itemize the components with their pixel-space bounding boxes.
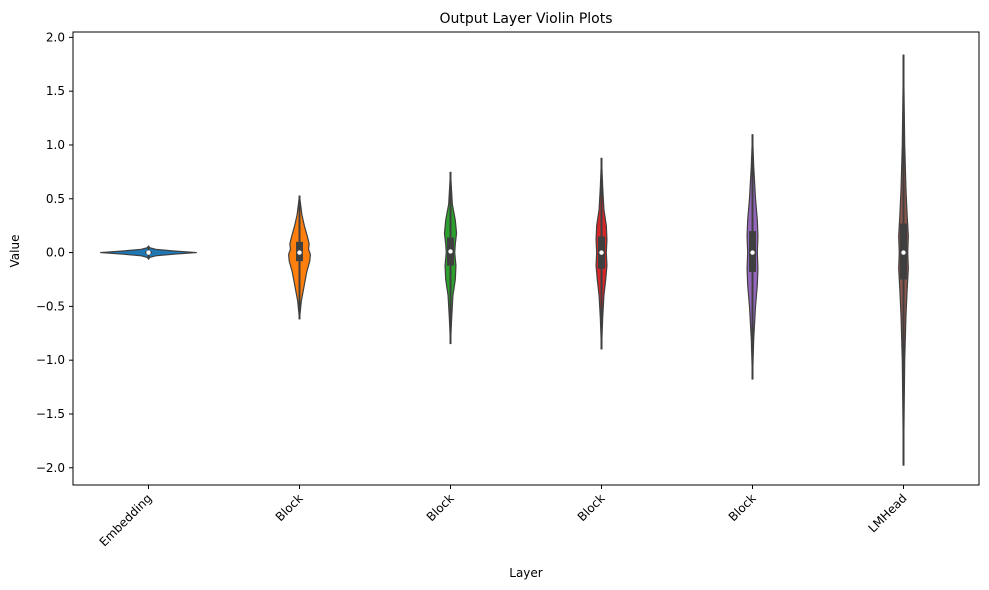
y-tick-label: 0.0 [46, 246, 65, 260]
y-tick-label: −2.0 [36, 461, 65, 475]
chart-title: Output Layer Violin Plots [439, 11, 612, 27]
y-tick-label: 0.5 [46, 192, 65, 206]
violin-4 [595, 157, 608, 350]
violin-6 [898, 54, 909, 466]
axes-frame [72, 31, 980, 486]
violin-median [297, 250, 302, 255]
y-tick-label: 1.5 [46, 84, 65, 98]
violin-median [448, 249, 453, 254]
violin-1 [100, 245, 197, 261]
violin-3 [443, 171, 458, 345]
violins [100, 54, 909, 466]
y-tick-label: −1.0 [36, 353, 65, 367]
y-tick-label: −0.5 [36, 299, 65, 313]
violin-2 [288, 195, 311, 320]
x-axis-label: Layer [509, 566, 543, 580]
y-tick-label: −1.5 [36, 407, 65, 421]
y-axis-label: Value [8, 235, 22, 268]
violin-median [146, 250, 151, 255]
y-axis: 2.0 1.5 1.0 0.5 0.0 −0.5 −1.0 −1.5 −2.0 [36, 30, 73, 475]
y-tick-label: 2.0 [46, 30, 65, 44]
violin-median [901, 250, 906, 255]
violin-5 [746, 134, 759, 380]
y-tick-label: 1.0 [46, 138, 65, 152]
violin-median [750, 250, 755, 255]
violin-median [599, 250, 604, 255]
